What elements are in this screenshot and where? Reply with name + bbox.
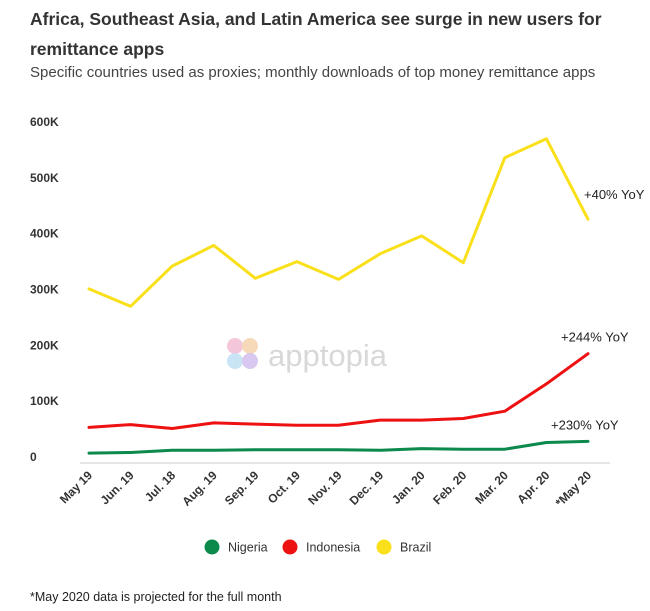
annotation-indonesia: +244% YoY [561,330,629,345]
x-tick-label: Jul. 18 [142,468,179,505]
chart-subtitle: Specific countries used as proxies; mont… [30,64,596,81]
x-tick-label: Feb. 20 [430,468,469,507]
legend-label-brazil: Brazil [400,541,431,555]
legend-marker-brazil [376,539,392,555]
series-line-brazil [87,137,590,308]
x-tick-label: Sep. 19 [222,468,262,508]
legend: Nigeria Indonesia Brazil [204,539,431,555]
x-tick-label: Jun. 19 [98,468,137,507]
y-tick-label: 200K [30,338,59,352]
y-tick-label: 500K [30,171,59,185]
y-tick-label: 400K [30,227,59,241]
y-tick-label: 0 [30,450,37,464]
x-tick-label: Mar. 20 [472,468,511,507]
chart-title: Africa, Southeast Asia, and Latin Americ… [30,9,602,59]
y-tick-label: 100K [30,394,59,408]
legend-marker-nigeria [204,539,220,555]
apptopia-logo-icon [227,338,258,369]
x-tick-label: Jan. 20 [389,468,428,507]
watermark-text: apptopia [268,338,388,373]
legend-label-nigeria: Nigeria [228,541,268,555]
series-line-indonesia [87,352,590,430]
annotation-nigeria: +230% YoY [551,417,619,432]
series-line-nigeria [87,439,590,455]
annotations: +230% YoY +244% YoY +40% YoY [551,187,645,432]
apptopia-watermark: apptopia [227,338,388,373]
x-axis: May 19 Jun. 19 Jul. 18 Aug. 19 Sep. 19 Oct. 1… [57,468,594,510]
y-tick-label: 300K [30,283,59,297]
annotation-brazil: +40% YoY [584,187,645,202]
x-tick-label: Dec. 19 [347,468,387,508]
y-tick-label: 600K [30,115,59,129]
legend-marker-indonesia [282,539,298,555]
y-axis: 0 100K 200K 300K 400K 500K 600K [30,115,59,464]
x-tick-label: Apr. 20 [514,468,552,506]
series-lines [87,137,590,455]
x-tick-label: May 19 [57,468,95,506]
legend-label-indonesia: Indonesia [306,541,360,555]
footnote: *May 2020 data is projected for the full… [30,590,282,604]
x-tick-label: Oct. 19 [265,468,303,506]
x-tick-label: *May 20 [553,468,595,510]
x-tick-label: Aug. 19 [179,468,220,509]
x-tick-label: Nov. 19 [305,468,345,508]
